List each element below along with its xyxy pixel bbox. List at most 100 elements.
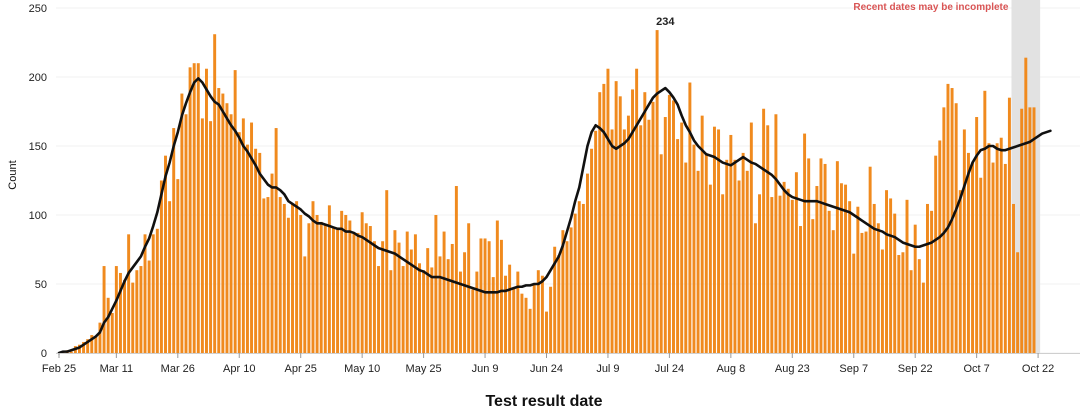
- bar-21: [143, 234, 147, 353]
- bar-77: [372, 241, 376, 353]
- bar-157: [700, 115, 704, 353]
- bar-204: [893, 213, 897, 353]
- bar-8: [90, 335, 94, 353]
- bar-72: [352, 232, 356, 353]
- bar-163: [725, 159, 729, 353]
- peak-annotations: 234: [656, 16, 675, 28]
- bar-34: [196, 63, 200, 353]
- bar-143: [643, 92, 647, 354]
- bar-207: [905, 199, 909, 353]
- bar-190: [835, 161, 839, 353]
- bar-127: [577, 201, 581, 353]
- bar-152: [680, 122, 684, 353]
- bar-84: [401, 266, 405, 353]
- bar-73: [356, 232, 360, 353]
- bar-35: [200, 118, 204, 354]
- bar-193: [848, 201, 852, 353]
- bar-191: [839, 183, 843, 353]
- moving-average-line: [57, 77, 1052, 355]
- x-tick-label-13: Sep 7: [839, 363, 868, 375]
- bar-230: [999, 137, 1003, 353]
- bar-81: [389, 270, 393, 353]
- bar-234: [1016, 252, 1020, 353]
- bar-131: [594, 130, 598, 353]
- bar-144: [647, 119, 651, 353]
- bar-82: [393, 230, 397, 353]
- bar-212: [926, 203, 929, 353]
- bar-166: [737, 180, 741, 353]
- bar-224: [975, 117, 979, 354]
- bar-146: [655, 30, 659, 354]
- bar-160: [712, 126, 716, 354]
- bar-97: [454, 186, 458, 353]
- bar-113: [520, 293, 524, 353]
- bar-31: [184, 114, 188, 353]
- bar-125: [569, 227, 573, 353]
- bar-182: [803, 133, 807, 353]
- x-tick-label-3: Apr 10: [223, 363, 255, 375]
- bar-105: [487, 241, 491, 353]
- bar-175: [774, 114, 778, 353]
- bar-9: [94, 336, 98, 353]
- bar-80: [385, 190, 389, 353]
- bar-68: [336, 227, 340, 353]
- bar-38: [213, 34, 217, 353]
- bar-45: [241, 118, 245, 354]
- bar-165: [733, 159, 737, 353]
- bar-99: [463, 252, 467, 353]
- bar-178: [786, 188, 790, 353]
- bar-60: [303, 256, 307, 353]
- bar-183: [807, 158, 811, 353]
- bar-108: [499, 239, 503, 353]
- x-tick-label-5: May 10: [344, 363, 380, 375]
- bar-103: [479, 238, 483, 353]
- bar-85: [405, 231, 409, 353]
- x-tick-label-14: Sep 22: [898, 363, 933, 375]
- bar-225: [979, 177, 983, 353]
- bar-52: [270, 173, 274, 353]
- bar-115: [528, 308, 532, 353]
- bar-222: [966, 152, 970, 353]
- bar-233: [1012, 203, 1015, 353]
- bar-106: [491, 277, 495, 353]
- bar-65: [323, 224, 327, 353]
- bar-16: [123, 279, 127, 353]
- bar-128: [581, 203, 585, 353]
- bar-223: [971, 162, 975, 353]
- bar-176: [778, 195, 782, 353]
- bar-203: [889, 198, 893, 353]
- bar-22: [147, 260, 151, 353]
- bar-149: [667, 94, 671, 353]
- bar-28: [172, 128, 176, 353]
- bar-195: [856, 206, 860, 353]
- bar-170: [753, 223, 757, 353]
- bar-205: [897, 255, 901, 353]
- bar-6: [82, 341, 86, 353]
- bar-114: [524, 297, 528, 353]
- bar-109: [504, 275, 508, 353]
- bar-100: [467, 223, 471, 353]
- bar-215: [938, 140, 942, 353]
- bar-237: [1028, 107, 1032, 353]
- y-tick-label-1: 50: [35, 279, 47, 291]
- bar-173: [766, 125, 770, 353]
- bar-227: [987, 143, 991, 353]
- bar-102: [475, 271, 479, 353]
- bar-132: [598, 92, 602, 354]
- bar-15: [118, 272, 122, 353]
- x-tick-label-0: Feb 25: [42, 363, 76, 375]
- bar-197: [864, 231, 868, 353]
- bar-174: [770, 197, 774, 353]
- bar-107: [495, 220, 499, 353]
- bar-147: [659, 154, 663, 353]
- bar-94: [442, 231, 446, 353]
- bar-148: [663, 117, 667, 354]
- bar-93: [438, 256, 442, 353]
- bar-53: [274, 128, 278, 353]
- bar-75: [364, 223, 368, 353]
- bar-32: [188, 67, 192, 353]
- bar-47: [250, 122, 254, 353]
- bar-172: [762, 108, 766, 354]
- bar-66: [327, 205, 331, 353]
- bar-217: [946, 83, 950, 354]
